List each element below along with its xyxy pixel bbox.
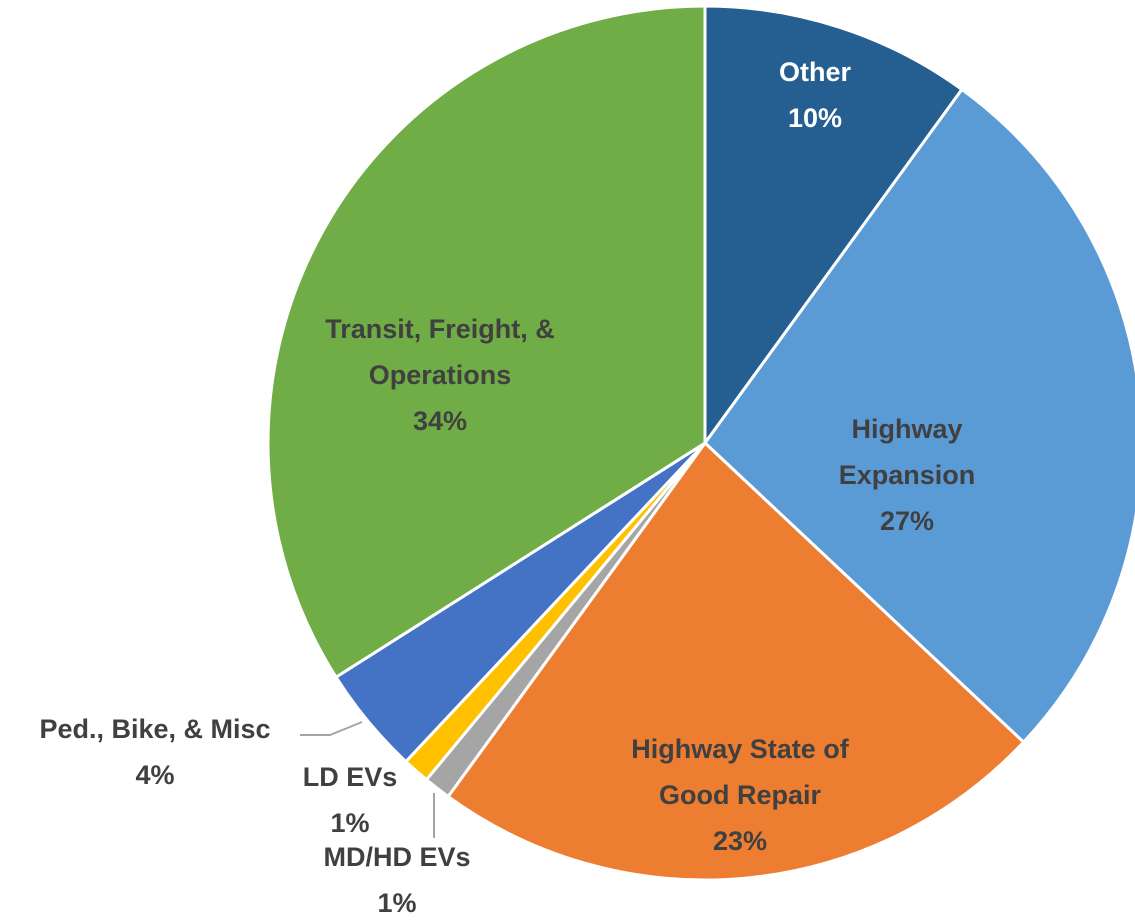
slice-value-label: 1%: [377, 888, 417, 918]
slice-value-label: 4%: [135, 760, 175, 790]
slice-label: Other 10%: [745, 49, 885, 141]
slice-category: Transit, Freight, & Operations: [325, 314, 555, 390]
pie-slice: [703, 4, 964, 448]
slice-label: LD EVs 1%: [275, 754, 425, 846]
slice-category: Highway Expansion: [838, 414, 976, 490]
slice-category: Highway State of Good Repair: [631, 734, 849, 810]
slice-value-label: 34%: [412, 406, 468, 436]
pie-slice: [703, 87, 1135, 745]
slice-value-label: 1%: [330, 808, 370, 838]
slice-label: Highway Expansion 27%: [807, 406, 1007, 544]
pie-slice: [446, 440, 1026, 882]
slice-category: Other: [778, 57, 851, 87]
slice-category: MD/HD EVs: [323, 842, 471, 872]
pie-slice: [266, 4, 707, 680]
slice-label: Transit, Freight, & Operations 34%: [285, 306, 595, 444]
slice-label: Ped., Bike, & Misc 4%: [0, 706, 315, 798]
leader-line: [300, 721, 363, 736]
slice-category: Ped., Bike, & Misc: [39, 714, 271, 744]
slice-label: MD/HD EVs 1%: [277, 834, 517, 921]
slice-value-label: 23%: [712, 826, 768, 856]
slice-category: LD EVs: [302, 762, 398, 792]
slice-value-label: 10%: [787, 103, 843, 133]
slice-value-label: 27%: [879, 506, 935, 536]
slice-label: Highway State of Good Repair 23%: [595, 726, 885, 864]
